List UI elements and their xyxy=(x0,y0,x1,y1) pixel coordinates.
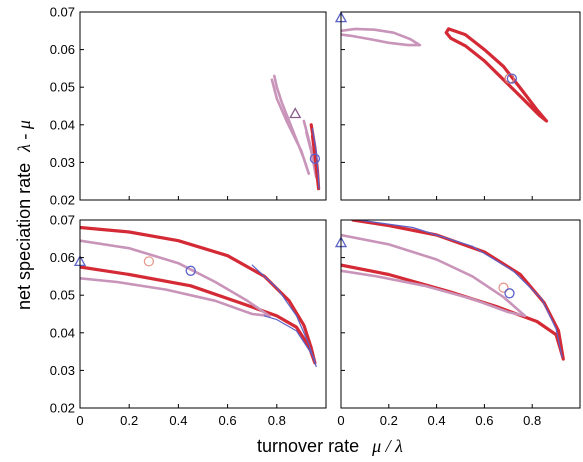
x-tick-label: 0.8 xyxy=(523,413,541,428)
x-tick-label: 0.2 xyxy=(120,413,138,428)
y-ticks: 0.02 0.03 0.04 0.05 0.06 0.07 0.02 0.03 0.04 0.05… xyxy=(50,5,75,416)
y-tick-label: 0.07 xyxy=(50,213,75,228)
x-tick-label: 0.4 xyxy=(428,413,446,428)
circle-marker-1 xyxy=(143,256,155,267)
circle-marker-1 xyxy=(498,282,509,293)
y-tick-label: 0.02 xyxy=(50,401,75,416)
y-tick-label: 0.03 xyxy=(50,363,75,378)
panel-frame xyxy=(79,219,327,409)
y-axis-label-symbol: λ - μ xyxy=(14,120,34,153)
panel-frame xyxy=(340,219,581,409)
y-tick-label: 0.05 xyxy=(50,80,75,95)
plot-area xyxy=(270,74,321,191)
y-tick-label: 0.03 xyxy=(50,155,75,170)
y-tick-label: 0.04 xyxy=(50,117,75,132)
y-tick-label: 0.06 xyxy=(50,250,75,265)
x-tick-label: 0.6 xyxy=(475,413,493,428)
y-tick-label: 0.05 xyxy=(50,288,75,303)
y-tick-label: 0.02 xyxy=(50,193,75,208)
contour-pink-1 xyxy=(341,233,527,318)
contour-blue-2 xyxy=(354,220,563,358)
x-tick-label: 0 xyxy=(337,413,344,428)
circle-marker-2 xyxy=(185,265,196,276)
contour-red-0 xyxy=(80,225,317,365)
x-axis-label-text: turnover rate xyxy=(257,436,359,456)
panel-top-right xyxy=(334,11,581,201)
contour-blue-2 xyxy=(251,264,317,368)
panel-frame xyxy=(79,11,327,201)
contour-pink-1 xyxy=(80,239,271,318)
contour-pink-0 xyxy=(270,74,311,175)
y-tick-label: 0.04 xyxy=(50,325,75,340)
y-axis-label-text: net speciation rate xyxy=(14,163,34,310)
panel-frame xyxy=(340,11,581,201)
contour-red-1 xyxy=(444,27,549,123)
x-axis-label-symbol: μ / λ xyxy=(371,436,403,456)
x-ticks: 0 0.2 0.4 0.6 0.8 0 0.2 0.4 0.6 0.8 xyxy=(76,413,541,428)
y-tick-label: 0.06 xyxy=(50,42,75,57)
x-tick-label: 0.6 xyxy=(219,413,237,428)
panel-bottom-left xyxy=(73,219,327,409)
plot-area xyxy=(341,27,549,123)
plot-area xyxy=(80,225,317,368)
panel-top-left xyxy=(79,11,327,201)
y-axis-label: net speciation rate λ - μ xyxy=(14,120,34,310)
x-axis-label: turnover rate μ / λ xyxy=(257,436,403,456)
plot-area xyxy=(341,220,565,361)
x-tick-label: 0 xyxy=(76,413,83,428)
x-tick-label: 0.8 xyxy=(268,413,286,428)
circle-marker-1 xyxy=(309,153,321,164)
x-tick-label: 0.2 xyxy=(380,413,398,428)
x-tick-label: 0.4 xyxy=(169,413,187,428)
contour-pink-0 xyxy=(341,27,422,47)
panel-bottom-right xyxy=(334,219,581,409)
y-tick-label: 0.07 xyxy=(50,5,75,20)
circle-marker-2 xyxy=(506,73,518,84)
panels-layer xyxy=(73,11,581,409)
triangle-marker-0 xyxy=(289,107,302,119)
circle-marker-2 xyxy=(504,288,515,299)
